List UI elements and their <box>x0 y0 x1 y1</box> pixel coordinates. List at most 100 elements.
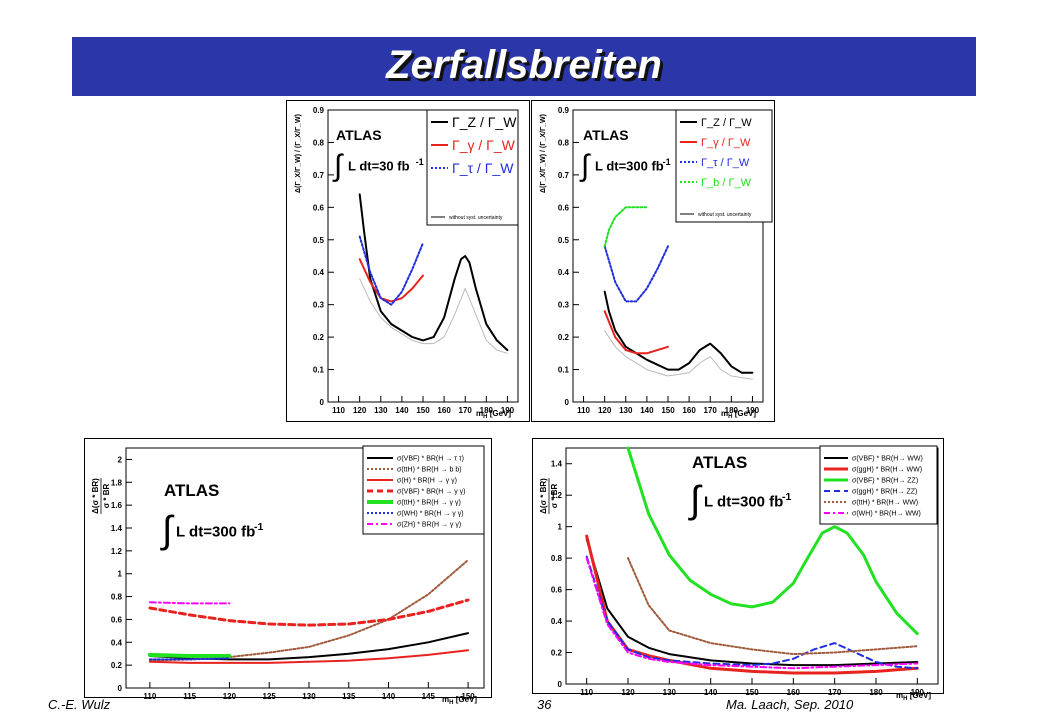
y-tick-label: 0.5 <box>558 236 570 245</box>
legend-label-3: σ(VBF) * BR(H → γ γ) <box>397 488 466 495</box>
y-tick-label: 1.6 <box>111 501 123 510</box>
x-tick-label: 120 <box>598 406 612 415</box>
legend-label-2: σ(H) * BR(H → γ γ) <box>397 477 457 484</box>
y-tick-label: 0.1 <box>558 366 570 375</box>
chart-gamma-ratio-30fb: 0 0.1 0.2 0.3 0.4 0.5 0.6 0.7 0.8 0.9 110 120 130 140… <box>286 100 530 422</box>
y-tick-label: 0.2 <box>313 333 325 342</box>
experiment-label: ATLAS <box>164 481 219 500</box>
x-tick-label: 145 <box>422 692 436 701</box>
x-tick-label: 125 <box>263 692 277 701</box>
y-axis-label: Δ(σ * BR) σ * BR <box>539 478 559 514</box>
y-axis-label-denominator: σ * BR <box>102 483 111 508</box>
series-line-3 <box>585 555 919 670</box>
legend-label-2: σ(VBF) * BR(H→ ZZ) <box>852 477 918 484</box>
y-axis-label: Δ(Γ_X/Γ_W) / (Γ_X/Γ_W) <box>295 114 302 193</box>
legend-label-1: Γ_γ / Γ_W <box>452 137 516 153</box>
x-tick-label: 160 <box>437 406 451 415</box>
slide-title: Zerfallsbreiten <box>386 43 662 87</box>
y-tick-label: 1.8 <box>111 478 123 487</box>
series-line-4 <box>627 557 919 656</box>
y-tick-label: 0.8 <box>558 138 570 147</box>
y-tick-label: 0.3 <box>313 301 325 310</box>
y-tick-label: 2 <box>118 455 123 464</box>
x-tick-label: 170 <box>828 688 842 697</box>
y-tick-label: 0.7 <box>313 171 325 180</box>
footer-page-number: 36 <box>537 697 552 712</box>
legend-box <box>675 109 773 223</box>
luminosity-exponent: -1 <box>416 157 424 167</box>
y-tick-label: 0 <box>118 684 123 693</box>
y-tick-label: 0 <box>320 398 325 407</box>
integral-sign: ∫ <box>160 510 175 552</box>
y-tick-label: 0.6 <box>558 203 570 212</box>
series-line-2 <box>358 235 424 306</box>
y-axis-label-denominator: σ * BR <box>550 483 559 508</box>
y-axis-label: Δ(σ * BR) σ * BR <box>91 478 111 514</box>
y-tick-label: 0 <box>558 680 563 689</box>
x-tick-label: 150 <box>745 688 759 697</box>
integral-sign: ∫ <box>688 480 703 522</box>
series-line-4 <box>147 652 232 658</box>
x-tick-label: 120 <box>223 692 237 701</box>
x-tick-label: 110 <box>580 688 593 697</box>
x-tick-label: 180 <box>869 688 883 697</box>
y-tick-label: 1.4 <box>551 460 563 469</box>
x-tick-label: 190 <box>746 406 760 415</box>
legend-label-2: Γ_τ / Γ_W <box>701 157 750 169</box>
x-tick-label: 110 <box>577 406 590 415</box>
y-tick-label: 0.6 <box>551 586 563 595</box>
experiment-label: ATLAS <box>692 453 747 472</box>
series-line-0 <box>585 538 919 667</box>
y-tick-label: 0.3 <box>558 301 570 310</box>
y-tick-label: 0.1 <box>313 366 325 375</box>
legend-note: without syst. uncertainty <box>698 212 752 218</box>
x-tick-label: 160 <box>682 406 696 415</box>
y-tick-label: 0.6 <box>111 615 123 624</box>
series-line-5 <box>585 557 919 670</box>
plot-area <box>125 447 485 689</box>
luminosity-label: L dt=300 fb <box>176 524 255 541</box>
y-tick-label: 1 <box>118 570 123 579</box>
y-tick-label: 0.4 <box>558 268 570 277</box>
luminosity-exponent: -1 <box>782 491 791 503</box>
luminosity-label: L dt=30 fb <box>348 159 410 174</box>
legend-label-0: Γ_Z / Γ_W <box>701 117 752 129</box>
y-tick-label: 0.4 <box>551 617 563 626</box>
series-line-2 <box>603 245 669 303</box>
x-tick-label: 110 <box>332 406 345 415</box>
x-tick-label: 150 <box>461 692 475 701</box>
x-tick-label: 135 <box>342 692 356 701</box>
legend-label-5: σ(WH) * BR(H→ WW) <box>852 510 921 517</box>
x-axis-label: mH [GeV] <box>896 691 931 702</box>
x-tick-label: 160 <box>787 688 801 697</box>
x-tick-label: 110 <box>143 692 156 701</box>
experiment-label: ATLAS <box>583 127 629 143</box>
x-tick-label: 180 <box>480 406 494 415</box>
x-tick-label: 140 <box>382 692 396 701</box>
y-tick-label: 0.9 <box>558 106 570 115</box>
y-tick-label: 0.5 <box>313 236 325 245</box>
x-tick-label: 115 <box>183 692 196 701</box>
y-axis-label-numerator: Δ(σ * BR) <box>539 478 548 514</box>
legend-label-1: σ(ttH) * BR(H → b b) <box>397 466 462 473</box>
legend-box <box>362 445 485 535</box>
y-tick-label: 0.2 <box>558 333 570 342</box>
footer-event: Ma. Laach, Sep. 2010 <box>726 697 854 712</box>
footer-author: C.-E. Wulz <box>48 697 111 712</box>
legend-label-0: Γ_Z / Γ_W <box>452 114 517 130</box>
x-axis-label: mH [GeV] <box>721 409 756 420</box>
series-line-2 <box>148 649 470 664</box>
series-line-1 <box>358 258 424 303</box>
x-axis-label: mH [GeV] <box>442 695 477 706</box>
chart-sigma-br-low-mass: 0 0.2 0.4 0.6 0.8 1 1.2 1.4 1.6 1.8 2 110 115 120 125 1… <box>84 438 492 706</box>
x-tick-label: 120 <box>353 406 367 415</box>
x-tick-label: 130 <box>619 406 633 415</box>
y-tick-label: 1.2 <box>551 491 563 500</box>
y-tick-label: 1.4 <box>111 524 123 533</box>
x-tick-label: 150 <box>416 406 430 415</box>
integral-sign: ∫ <box>579 149 591 182</box>
x-tick-label: 170 <box>704 406 718 415</box>
legend-note: without syst. uncertainty <box>449 215 503 221</box>
series-line-6 <box>148 601 231 605</box>
x-tick-label: 130 <box>374 406 388 415</box>
